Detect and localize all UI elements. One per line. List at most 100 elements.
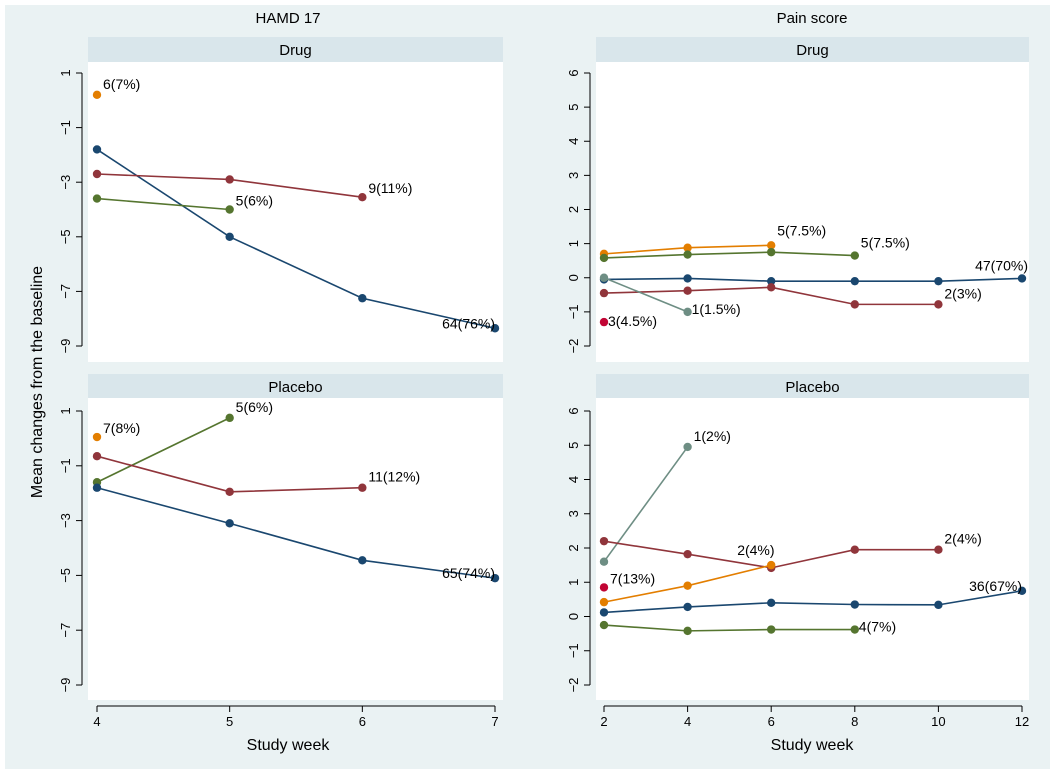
series-line xyxy=(603,624,855,632)
x-tick-label: 10 xyxy=(931,714,945,729)
y-tick-label: 5 xyxy=(566,442,581,449)
data-point xyxy=(850,300,859,309)
panel-0: Drug 1 −1 −3 −5 −7 −9 6(7%) 64(76%) 9(11%) 5(6%) xyxy=(58,37,503,362)
panel-1: Drug 6 5 4 3 2 1 0 −1 −2 5(7.5%) 5(7.5%) 47(70%) 2(3%… xyxy=(566,37,1029,362)
series-crimson: 3(4.5%) xyxy=(599,313,657,329)
series-line xyxy=(96,486,496,579)
x-tick-label: 2 xyxy=(600,714,607,729)
y-tick-label: 2 xyxy=(566,206,581,213)
series-count-label: 11(12%) xyxy=(368,469,420,485)
series-orange: 2(4%) xyxy=(599,542,776,607)
x-tick-label: 6 xyxy=(768,714,775,729)
series-line xyxy=(603,277,1023,282)
y-tick-label: −1 xyxy=(566,643,581,658)
y-tick-label: 6 xyxy=(566,407,581,414)
y-tick-label: 3 xyxy=(566,510,581,517)
series-count-label: 7(8%) xyxy=(103,420,140,436)
data-point xyxy=(599,253,609,263)
y-tick-label: 1 xyxy=(566,240,581,247)
data-point xyxy=(767,560,776,570)
data-point xyxy=(92,432,102,442)
data-point xyxy=(92,452,102,461)
data-point xyxy=(92,194,102,203)
data-point xyxy=(683,602,692,612)
y-tick-label: 0 xyxy=(566,274,581,281)
data-point xyxy=(683,442,692,452)
series-maroon: 9(11%) xyxy=(92,169,412,202)
series-navy: 64(76%) xyxy=(92,145,500,333)
data-point xyxy=(683,250,692,259)
data-point xyxy=(767,625,776,634)
data-point xyxy=(92,145,102,154)
data-point xyxy=(850,545,859,554)
y-tick-label: 1 xyxy=(58,69,73,76)
y-tick-label: 2 xyxy=(566,544,581,551)
series-count-label: 1(1.5%) xyxy=(692,301,741,317)
x-tick-label: 8 xyxy=(851,714,858,729)
series-count-label: 1(2%) xyxy=(694,428,731,444)
series-count-label: 7(13%) xyxy=(610,570,655,586)
data-point xyxy=(850,625,859,634)
data-point xyxy=(767,283,776,292)
x-tick-label: 4 xyxy=(684,714,691,729)
series-line xyxy=(96,148,496,330)
data-point xyxy=(599,288,609,298)
y-tick-label: −7 xyxy=(58,623,73,638)
data-point xyxy=(934,600,943,610)
data-point xyxy=(599,597,609,607)
y-tick-label: −5 xyxy=(58,229,73,244)
series-count-label: 36(67%) xyxy=(969,578,1022,594)
y-tick-label: 5 xyxy=(566,104,581,111)
series-line xyxy=(603,590,1023,614)
series-green: 5(7.5%) xyxy=(599,235,910,263)
y-tick-label: −5 xyxy=(58,568,73,583)
data-point xyxy=(225,519,234,528)
column-title-hamd: HAMD 17 xyxy=(255,10,320,27)
y-tick-label: −1 xyxy=(58,458,73,473)
data-point xyxy=(599,557,609,566)
x-axis-title-left: Study week xyxy=(247,737,331,754)
data-point xyxy=(767,598,776,607)
series-green: 5(6%) xyxy=(92,193,273,214)
series-count-label: 64(76%) xyxy=(442,315,495,331)
data-point xyxy=(599,273,609,282)
data-point xyxy=(683,626,692,636)
data-point xyxy=(683,286,692,295)
series-count-label: 3(4.5%) xyxy=(608,313,657,329)
series-navy: 36(67%) xyxy=(599,578,1027,617)
panels-group: Drug1−1−3−5−7−96(7%)64(76%)9(11%)5(6%)Dr… xyxy=(58,37,1029,729)
data-point xyxy=(92,483,102,492)
series-line xyxy=(96,417,231,483)
y-tick-label: −3 xyxy=(58,175,73,190)
panel-strip-label: Placebo xyxy=(268,379,322,396)
series-navy: 65(74%) xyxy=(92,483,500,583)
panel-strip xyxy=(596,37,1029,62)
data-point xyxy=(599,620,609,630)
data-point xyxy=(599,583,609,592)
series-green: 4(7%) xyxy=(599,619,896,636)
data-point xyxy=(599,317,609,327)
data-point xyxy=(683,549,692,559)
panel-strip xyxy=(596,374,1029,398)
series-orange: 5(7.5%) xyxy=(599,222,826,259)
data-point xyxy=(1017,586,1027,596)
y-tick-label: 6 xyxy=(566,69,581,76)
x-tick-label: 4 xyxy=(93,714,100,729)
data-point xyxy=(225,413,234,423)
series-count-label: 2(3%) xyxy=(944,285,981,301)
series-count-label: 9(11%) xyxy=(368,180,412,196)
series-orange: 7(8%) xyxy=(92,420,140,442)
plot-area xyxy=(88,398,503,700)
y-tick-label: −3 xyxy=(58,513,73,528)
data-point xyxy=(225,175,234,184)
series-count-label: 2(4%) xyxy=(737,542,774,558)
x-tick-label: 6 xyxy=(359,714,366,729)
series-count-label: 47(70%) xyxy=(975,257,1028,273)
data-point xyxy=(358,294,367,303)
column-title-pain: Pain score xyxy=(777,10,848,27)
y-tick-label: −1 xyxy=(58,120,73,135)
panel-strip-label: Placebo xyxy=(785,379,839,396)
panel-strip xyxy=(88,374,503,398)
data-point xyxy=(490,573,500,583)
